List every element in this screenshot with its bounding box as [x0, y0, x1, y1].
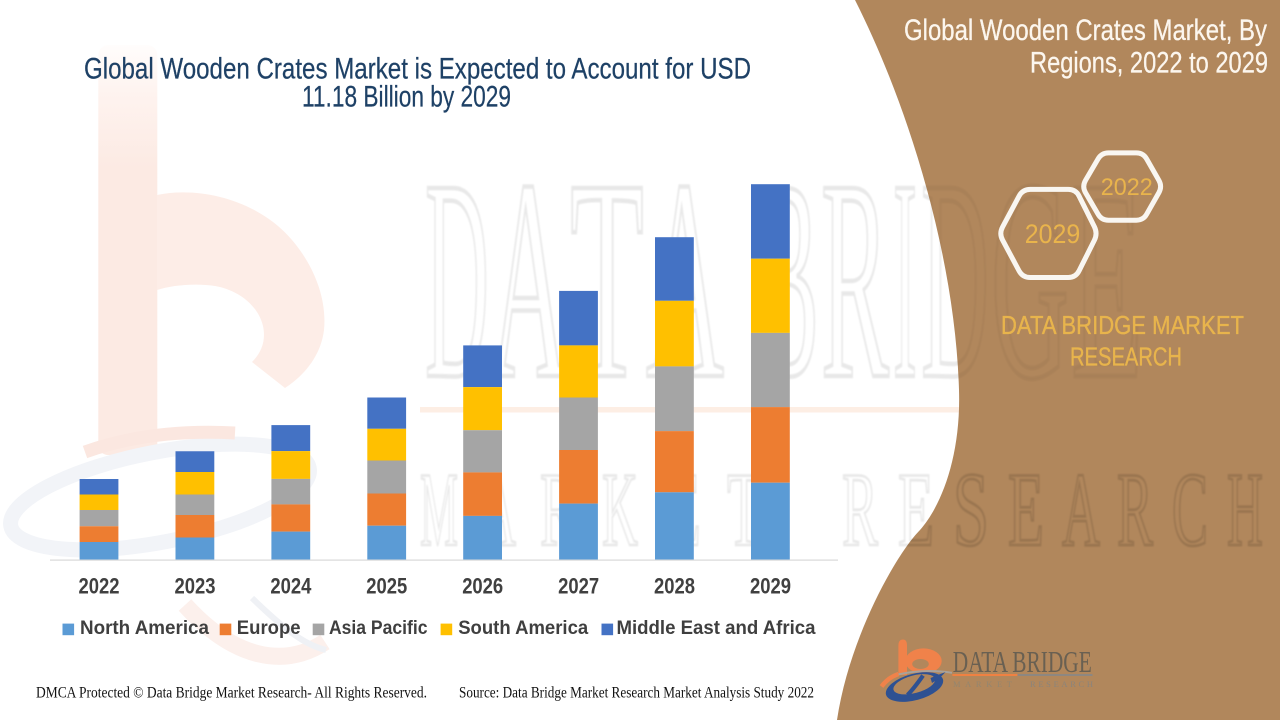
svg-text:DATA BRIDGE: DATA BRIDGE: [953, 644, 1092, 679]
svg-text:RESEARCH: RESEARCH: [1070, 342, 1182, 372]
svg-text:DMCA Protected © Data Bridge M: DMCA Protected © Data Bridge Market Rese…: [36, 685, 427, 702]
svg-text:Global Wooden Crates Market, B: Global Wooden Crates Market, By: [904, 14, 1267, 47]
svg-text:2029: 2029: [750, 574, 791, 599]
svg-text:DATA BRIDGE MARKET: DATA BRIDGE MARKET: [1001, 310, 1244, 340]
svg-text:Europe: Europe: [237, 618, 301, 639]
svg-text:2026: 2026: [462, 574, 503, 599]
svg-text:2022: 2022: [79, 574, 120, 599]
svg-text:2027: 2027: [558, 574, 599, 599]
svg-text:2029: 2029: [1025, 219, 1081, 249]
svg-text:2024: 2024: [270, 574, 311, 599]
svg-text:2023: 2023: [175, 574, 216, 599]
svg-text:Middle East and Africa: Middle East and Africa: [617, 618, 816, 639]
svg-text:South America: South America: [458, 618, 588, 639]
svg-text:North America: North America: [80, 618, 209, 639]
svg-text:Regions, 2022 to 2029: Regions, 2022 to 2029: [1030, 46, 1268, 79]
svg-text:Global Wooden Crates Market is: Global Wooden Crates Market is Expected …: [84, 52, 751, 85]
svg-text:11.18 Billion by 2029: 11.18 Billion by 2029: [302, 81, 511, 114]
svg-text:Asia Pacific: Asia Pacific: [329, 618, 428, 639]
svg-text:2022: 2022: [1101, 174, 1153, 201]
svg-text:2028: 2028: [654, 574, 695, 599]
svg-text:RESEARCH: RESEARCH: [1030, 679, 1093, 689]
svg-text:2025: 2025: [366, 574, 407, 599]
svg-text:Source: Data Bridge Market Res: Source: Data Bridge Market Research Mark…: [459, 685, 814, 702]
